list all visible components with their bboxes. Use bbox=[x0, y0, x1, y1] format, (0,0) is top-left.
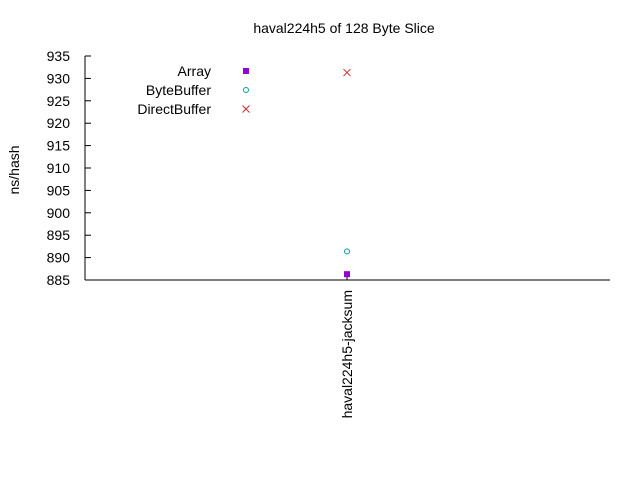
data-point bbox=[344, 248, 350, 255]
y-tick-label: 905 bbox=[47, 182, 71, 198]
y-tick-label: 935 bbox=[47, 48, 71, 64]
legend-marker bbox=[242, 105, 250, 113]
y-tick-label: 910 bbox=[47, 160, 71, 176]
y-tick-label: 895 bbox=[47, 227, 71, 243]
y-tick-label: 885 bbox=[47, 272, 71, 288]
x-tick-label: haval224h5-jacksum bbox=[339, 290, 355, 418]
data-point bbox=[343, 68, 351, 77]
chart-title: haval224h5 of 128 Byte Slice bbox=[253, 20, 435, 36]
legend-label: Array bbox=[178, 63, 211, 79]
data-points bbox=[343, 68, 351, 278]
y-tick-label: 930 bbox=[47, 70, 71, 86]
legend: Array ByteBuffer DirectBuffer bbox=[137, 63, 250, 117]
y-tick-label: 890 bbox=[47, 250, 71, 266]
y-tick-label: 915 bbox=[47, 138, 71, 154]
legend-label: DirectBuffer bbox=[137, 101, 211, 117]
data-point bbox=[344, 271, 350, 278]
legend-marker bbox=[243, 68, 249, 74]
y-tick-label: 925 bbox=[47, 93, 71, 109]
y-tick-label: 920 bbox=[47, 115, 71, 131]
y-ticks: 885 890 895 900 905 910 915 920 925 930 935 bbox=[47, 48, 91, 288]
legend-marker bbox=[243, 87, 249, 93]
legend-label: ByteBuffer bbox=[146, 82, 211, 98]
y-axis-label: ns/hash bbox=[6, 145, 22, 194]
y-tick-label: 900 bbox=[47, 205, 71, 221]
x-ticks: haval224h5-jacksum bbox=[339, 274, 355, 418]
